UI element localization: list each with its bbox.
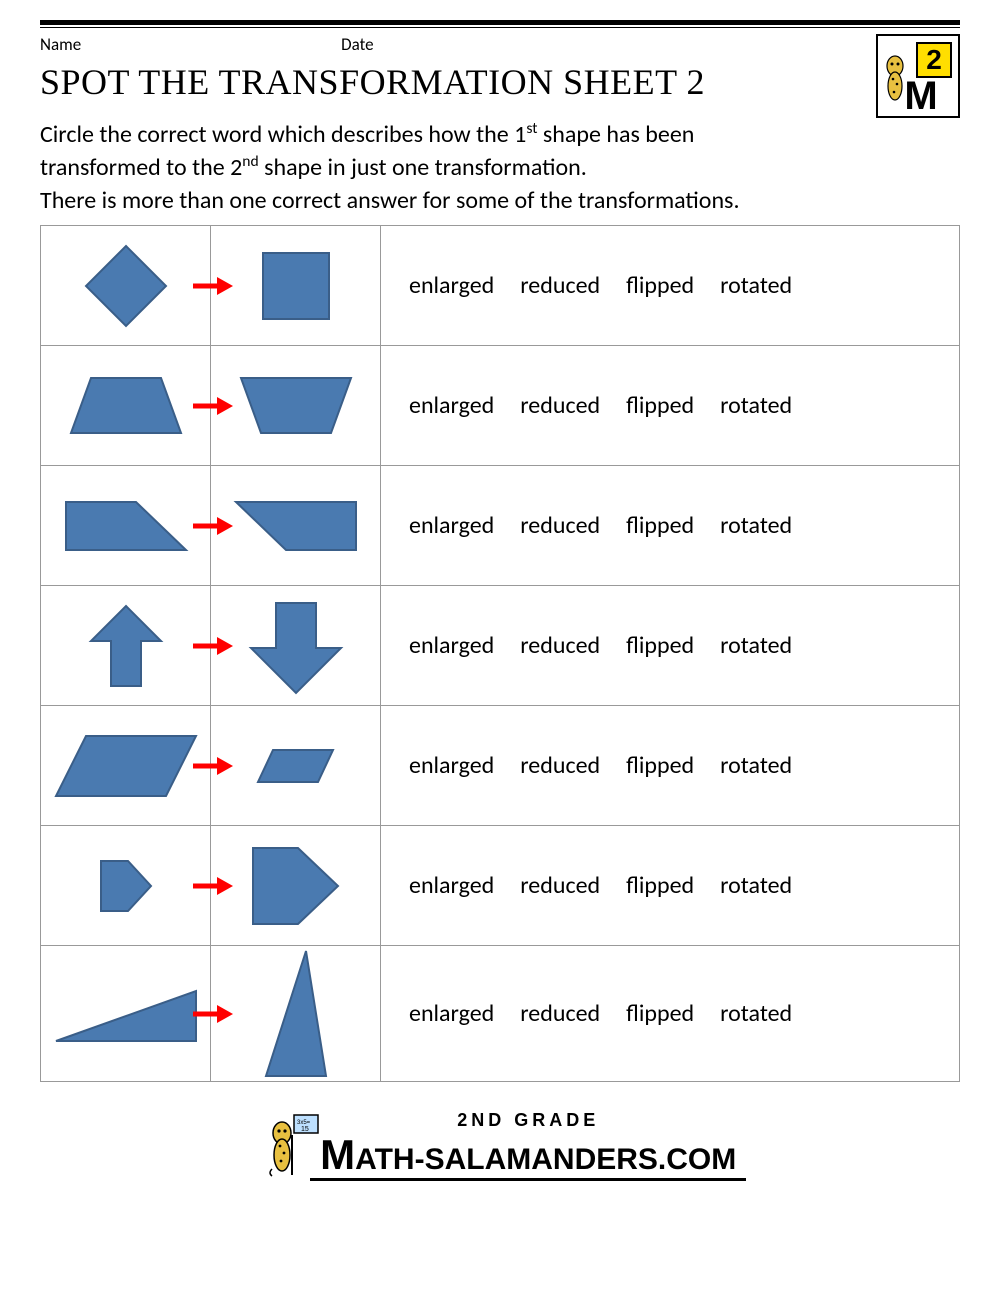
answer-cell: enlarged reduced flipped rotated — [381, 466, 960, 586]
answer-option[interactable]: enlarged — [409, 271, 494, 300]
answer-cell: enlarged reduced flipped rotated — [381, 826, 960, 946]
answer-cell: enlarged reduced flipped rotated — [381, 946, 960, 1082]
shape — [256, 946, 336, 1081]
answer-cell: enlarged reduced flipped rotated — [381, 346, 960, 466]
shape-before-cell — [41, 706, 211, 826]
answer-option[interactable]: rotated — [720, 271, 792, 300]
shape-before-cell — [41, 586, 211, 706]
shape-before-cell — [41, 466, 211, 586]
shape — [76, 236, 176, 336]
worksheet-table: enlarged reduced flipped rotated enlarged re… — [40, 225, 960, 1082]
answer-cell: enlarged reduced flipped rotated — [381, 226, 960, 346]
instr-text: shape in just one transformation. — [259, 153, 587, 182]
answer-option[interactable]: reduced — [520, 871, 600, 900]
table-row: enlarged reduced flipped rotated — [41, 946, 960, 1082]
instr-text: transformed to the 2 — [40, 153, 242, 182]
answer-cell: enlarged reduced flipped rotated — [381, 586, 960, 706]
arrow-icon — [191, 875, 233, 897]
answer-option[interactable]: flipped — [626, 271, 694, 300]
shape — [231, 363, 361, 448]
shape-before-cell — [41, 946, 211, 1082]
shape-after-cell — [211, 466, 381, 586]
answer-option[interactable]: flipped — [626, 631, 694, 660]
shape-before-cell — [41, 346, 211, 466]
answer-option[interactable]: flipped — [626, 391, 694, 420]
table-row: enlarged reduced flipped rotated — [41, 586, 960, 706]
answer-option[interactable]: rotated — [720, 751, 792, 780]
shape — [46, 976, 206, 1051]
name-label: Name — [40, 34, 81, 55]
instructions: Circle the correct word which describes … — [40, 118, 960, 217]
shape — [86, 601, 166, 691]
arrow-icon — [191, 635, 233, 657]
answer-option[interactable]: enlarged — [409, 511, 494, 540]
brand-m: M — [320, 1131, 355, 1178]
footer-grade: 2ND GRADE — [320, 1110, 736, 1131]
answer-option[interactable]: rotated — [720, 999, 792, 1028]
shape-before-cell — [41, 226, 211, 346]
answer-option[interactable]: rotated — [720, 511, 792, 540]
table-row: enlarged reduced flipped rotated — [41, 706, 960, 826]
shape-after-cell — [211, 226, 381, 346]
answer-option[interactable]: enlarged — [409, 871, 494, 900]
footer: 3x5= 15 2ND GRADE MATH-SALAMANDERS.COM — [40, 1110, 960, 1179]
shape — [248, 742, 343, 790]
table-row: enlarged reduced flipped rotated — [41, 226, 960, 346]
answer-option[interactable]: reduced — [520, 999, 600, 1028]
arrow-icon — [191, 275, 233, 297]
answer-option[interactable]: reduced — [520, 751, 600, 780]
shape — [61, 363, 191, 448]
answer-option[interactable]: rotated — [720, 391, 792, 420]
shape — [93, 851, 159, 921]
answer-option[interactable]: flipped — [626, 999, 694, 1028]
shape-after-cell — [211, 346, 381, 466]
answer-option[interactable]: rotated — [720, 631, 792, 660]
answer-option[interactable]: enlarged — [409, 391, 494, 420]
footer-salamander-icon: 3x5= 15 — [264, 1113, 320, 1177]
logo-number: 2 — [916, 42, 952, 78]
shape — [56, 490, 196, 562]
answer-option[interactable]: enlarged — [409, 751, 494, 780]
arrow-icon — [191, 755, 233, 777]
shape-before-cell — [41, 826, 211, 946]
date-label: Date — [341, 34, 373, 55]
footer-brand: MATH-SALAMANDERS.COM — [320, 1131, 736, 1179]
arrow-icon — [191, 515, 233, 537]
shape — [243, 836, 348, 936]
shape-after-cell — [211, 826, 381, 946]
answer-option[interactable]: flipped — [626, 511, 694, 540]
shape — [251, 241, 341, 331]
answer-option[interactable]: reduced — [520, 511, 600, 540]
instr-sup: nd — [242, 152, 258, 171]
shape-after-cell — [211, 706, 381, 826]
table-row: enlarged reduced flipped rotated — [41, 346, 960, 466]
svg-text:15: 15 — [301, 1126, 309, 1133]
instr-text: shape has been — [537, 120, 694, 149]
arrow-icon — [191, 1003, 233, 1025]
shape-after-cell — [211, 586, 381, 706]
shape — [46, 726, 206, 806]
brand-rest: ATH-SALAMANDERS.COM — [355, 1143, 736, 1176]
answer-option[interactable]: flipped — [626, 751, 694, 780]
table-row: enlarged reduced flipped rotated — [41, 466, 960, 586]
answer-option[interactable]: enlarged — [409, 631, 494, 660]
answer-option[interactable]: rotated — [720, 871, 792, 900]
answer-option[interactable]: flipped — [626, 871, 694, 900]
logo-m-icon: M — [886, 80, 950, 112]
answer-cell: enlarged reduced flipped rotated — [381, 706, 960, 826]
shape — [226, 490, 366, 562]
shape — [246, 593, 346, 698]
answer-option[interactable]: reduced — [520, 391, 600, 420]
instr-sup: st — [526, 119, 537, 138]
page-title: SPOT THE TRANSFORMATION SHEET 2 — [40, 61, 876, 103]
instr-text: There is more than one correct answer fo… — [40, 186, 740, 215]
answer-option[interactable]: reduced — [520, 271, 600, 300]
arrow-icon — [191, 395, 233, 417]
table-row: enlarged reduced flipped rotated — [41, 826, 960, 946]
grade-logo: 2 M — [876, 34, 960, 118]
answer-option[interactable]: enlarged — [409, 999, 494, 1028]
shape-after-cell — [211, 946, 381, 1082]
answer-option[interactable]: reduced — [520, 631, 600, 660]
instr-text: Circle the correct word which describes … — [40, 120, 526, 149]
